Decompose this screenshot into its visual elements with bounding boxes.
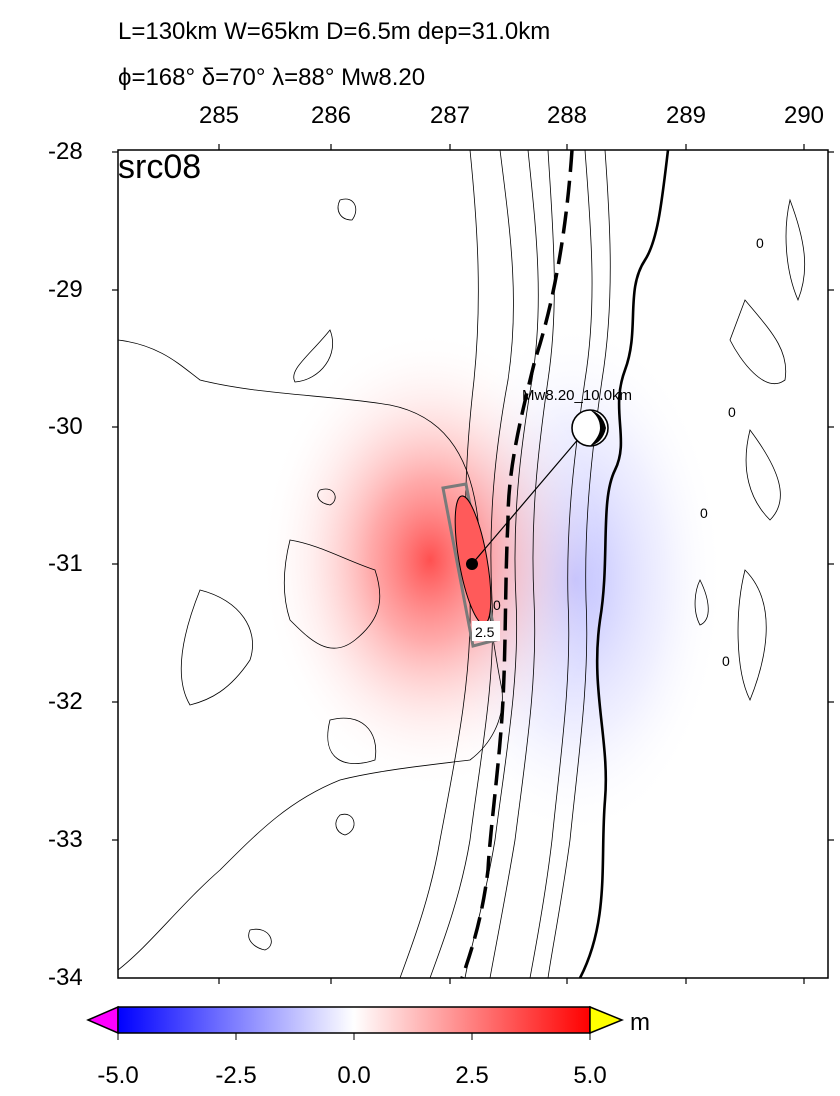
mechanism-leader-line [471,429,587,565]
colorbar [86,1005,624,1040]
focal-mechanism-beachball [571,409,609,447]
lon-tick-287: 287 [429,102,471,129]
lat-tick-29: -29 [48,276,83,303]
lon-tick-288: 288 [546,102,588,129]
colorbar-tick-pos-mid: 2.5 [455,1062,489,1089]
lat-tick-30: -30 [48,413,83,440]
focal-parameters-title: ϕ=168° δ=70° λ=88° Mw8.20 [118,64,426,91]
epicenter-marker [466,558,478,570]
frame-ticks [112,144,834,984]
colorbar-tick-neg-mid: -2.5 [215,1062,257,1089]
coastline [578,150,670,978]
contour-label-0a: 0 [756,235,764,251]
lat-tick-32: -32 [48,688,83,715]
lon-tick-286: 286 [310,102,352,129]
contour-label-0b: 0 [728,404,736,420]
colorbar-tick-max: 5.0 [573,1062,607,1089]
colorbar-tick-zero: 0.0 [337,1062,371,1089]
contour-label-0e: 0 [493,597,501,613]
trench-line [460,150,574,978]
colorbar-tick-min: -5.0 [97,1062,139,1089]
lat-tick-34: -34 [48,964,83,991]
lat-tick-28: -28 [48,138,83,165]
contour-label-2-5: 2.5 [475,624,495,640]
mechanism-label: Mw8.20_10.0km [522,387,632,404]
colorbar-unit: m [630,1009,650,1036]
source-label: src08 [118,148,202,186]
lat-tick-33: -33 [48,826,83,853]
lat-tick-31: -31 [48,550,83,577]
colorbar-over-triangle [589,1005,624,1035]
colorbar-under-triangle [86,1005,119,1035]
colorbar-gradient [117,1006,591,1034]
contour-label-bg [472,621,500,641]
contour-label-0c: 0 [700,505,708,521]
rupture-parameters-title: L=130km W=65km D=6.5m dep=31.0km [118,18,551,45]
lon-tick-285: 285 [198,102,240,129]
contour-label-0d: 0 [722,653,730,669]
lon-tick-290: 290 [783,102,825,129]
lon-tick-289: 289 [665,102,707,129]
